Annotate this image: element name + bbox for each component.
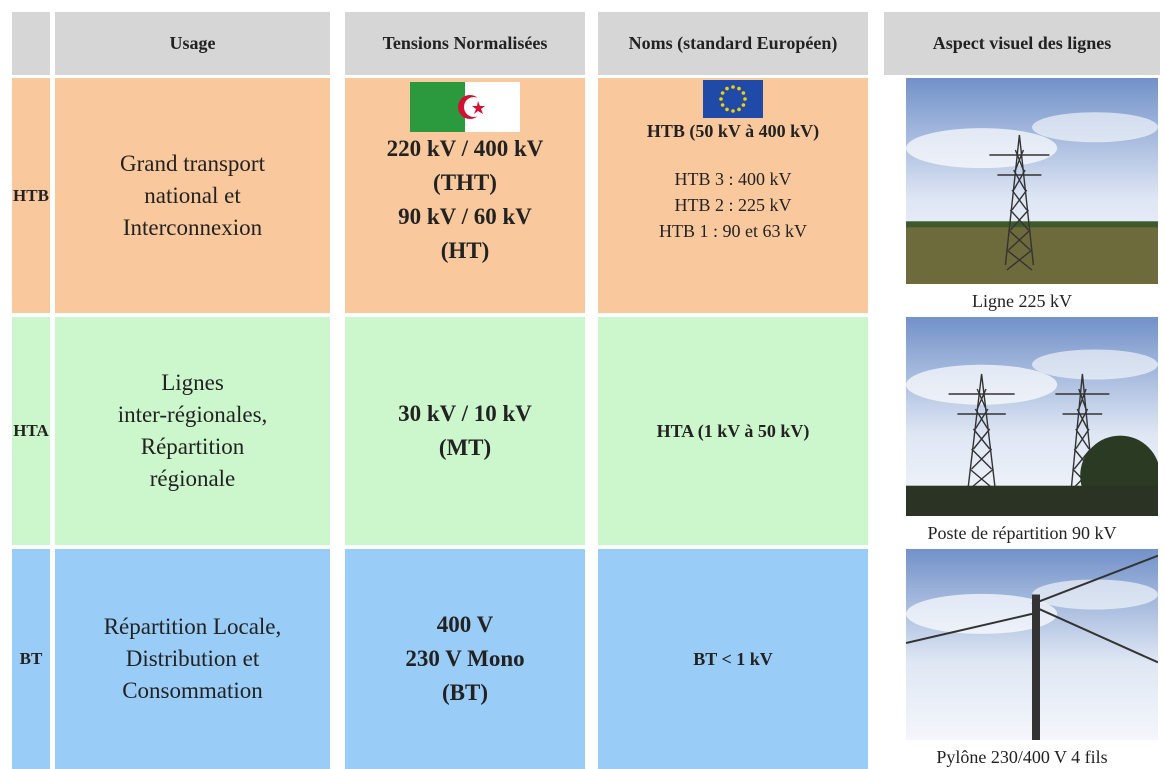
tension-line: 30 kV / 10 kV — [398, 401, 532, 426]
name-title: HTA (1 kV à 50 kV) — [656, 421, 810, 441]
line-photo — [905, 549, 1159, 740]
flag-algeria — [410, 82, 520, 132]
row-code: HTB — [12, 78, 50, 313]
image — [905, 549, 1159, 745]
name-detail: HTB 3 : 400 kV — [674, 169, 792, 189]
usage-line: national et — [144, 182, 241, 208]
usage-cell: Répartition Locale, Distribution et Consom… — [55, 549, 330, 769]
header-cell: Tensions Normalisées — [345, 12, 585, 75]
header-text: Tensions Normalisées — [382, 33, 548, 53]
usage-line: inter-régionales, — [117, 402, 268, 427]
header-text: Usage — [169, 33, 216, 53]
header-cell: Noms (standard Européen) — [598, 12, 868, 75]
header-text: Noms (standard Européen) — [628, 33, 838, 53]
header-text: Aspect visuel des lignes — [932, 33, 1112, 53]
tension-line: (THT) — [433, 170, 497, 195]
name-detail: HTB 1 : 90 et 63 kV — [659, 221, 807, 241]
tension-line: 220 kV / 400 kV — [386, 136, 544, 161]
image-caption: Poste de répartition 90 kV — [884, 521, 1160, 545]
tension-cell: 220 kV / 400 kV (THT) 90 kV / 60 kV (HT) — [345, 78, 585, 313]
image-cell: Pylône 230/400 V 4 fils — [884, 549, 1160, 769]
tension-cell: 30 kV / 10 kV (MT) — [345, 317, 585, 545]
tension-line: 230 V Mono — [405, 646, 525, 671]
row-code-text: BT — [19, 649, 43, 668]
header-cell: Aspect visuel des lignes — [884, 12, 1160, 75]
row-code-text: HTA — [13, 421, 49, 440]
tension-line: (MT) — [438, 435, 492, 460]
tension-line: 400 V — [436, 612, 494, 637]
usage-line: régionale — [149, 466, 236, 491]
row-code: HTA — [12, 317, 50, 545]
name-cell: HTA (1 kV à 50 kV) — [598, 317, 868, 545]
usage-line: Interconnexion — [122, 214, 263, 240]
usage-line: Grand transport — [120, 150, 265, 176]
line-photo — [906, 78, 1158, 284]
name-title: BT < 1 kV — [693, 649, 773, 669]
usage-line: Répartition Locale, — [103, 614, 282, 639]
image — [906, 78, 1158, 289]
tension-line: 90 kV / 60 kV — [398, 204, 532, 229]
usage-cell: Grand transport national et Interconnexion — [55, 78, 330, 313]
name-cell: BT < 1 kV — [598, 549, 868, 769]
row-code: BT — [12, 549, 50, 769]
tension-cell: 400 V 230 V Mono (BT) — [345, 549, 585, 769]
line-photo — [906, 317, 1160, 516]
header-corner — [12, 12, 50, 75]
usage-line: Répartition — [140, 434, 245, 459]
name-details: HTB 3 : 400 kV HTB 2 : 225 kV HTB 1 : 90 e… — [659, 166, 807, 244]
tension-line: (HT) — [440, 238, 490, 263]
usage-cell: Lignes inter-régionales, Répartition région… — [55, 317, 330, 545]
image — [906, 317, 1160, 521]
image-cell: Ligne 225 kV — [884, 78, 1160, 313]
row-code-text: HTB — [13, 185, 49, 205]
name-cell: HTB (50 kV à 400 kV) HTB 3 : 400 kV HTB 2 … — [598, 78, 868, 313]
header-cell: Usage — [55, 12, 330, 75]
usage-line: Lignes — [161, 370, 224, 395]
usage-line: Consommation — [122, 678, 263, 703]
image-caption: Pylône 230/400 V 4 fils — [884, 745, 1160, 769]
image-cell: Poste de répartition 90 kV — [884, 317, 1160, 545]
name-detail: HTB 2 : 225 kV — [674, 195, 792, 215]
tension-line: (BT) — [442, 680, 488, 705]
name-title: HTB (50 kV à 400 kV) — [646, 121, 820, 141]
usage-line: Distribution et — [125, 646, 260, 671]
image-caption: Ligne 225 kV — [884, 289, 1160, 313]
flag-eu — [703, 80, 763, 118]
